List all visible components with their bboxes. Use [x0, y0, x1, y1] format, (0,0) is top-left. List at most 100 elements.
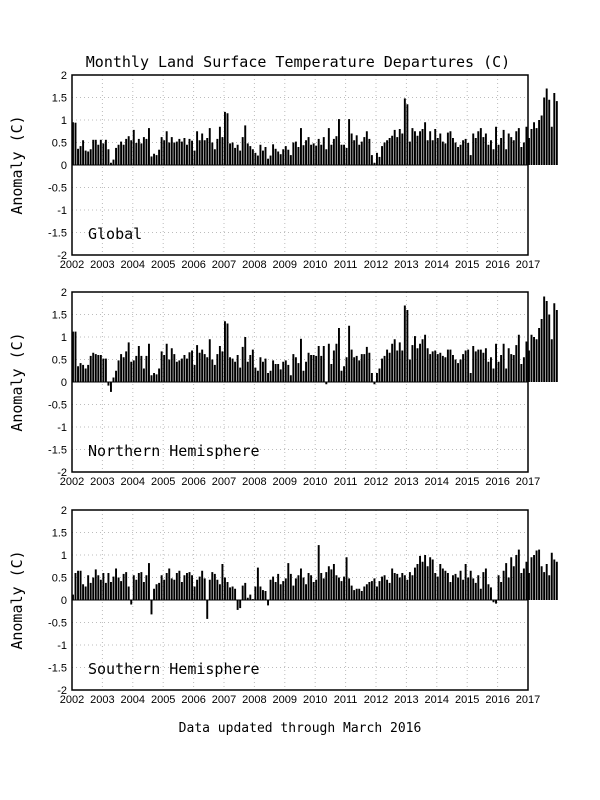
bar — [104, 139, 107, 165]
y-tick-label: 1.5 — [52, 528, 67, 540]
bar — [208, 339, 211, 382]
bar — [540, 566, 543, 600]
bar — [180, 141, 183, 165]
bar — [386, 349, 389, 382]
bar — [282, 581, 285, 600]
bar — [158, 149, 161, 165]
bar — [239, 600, 242, 609]
y-tick-label: -2 — [57, 685, 67, 697]
bar — [180, 582, 183, 600]
bar — [246, 597, 249, 600]
bar — [431, 351, 434, 382]
bar — [234, 147, 237, 165]
bar — [148, 563, 150, 600]
bar — [315, 579, 318, 600]
bar — [490, 357, 492, 382]
bar — [259, 586, 262, 600]
bar — [403, 98, 406, 165]
bar — [439, 352, 442, 382]
bar — [206, 600, 209, 619]
bar — [479, 349, 482, 382]
bar — [277, 151, 280, 165]
bar — [317, 545, 320, 600]
bar — [310, 355, 313, 382]
bar — [510, 354, 513, 382]
bar — [284, 146, 287, 165]
bar — [307, 573, 310, 600]
bar — [370, 373, 373, 382]
bar — [221, 564, 224, 600]
bar — [403, 305, 406, 382]
bar — [484, 133, 487, 165]
bar — [282, 149, 285, 165]
bar — [449, 582, 452, 600]
x-tick-label: 2009 — [273, 259, 297, 271]
bar — [414, 567, 416, 600]
bar — [269, 579, 272, 600]
bar — [287, 149, 290, 165]
bar — [145, 355, 148, 382]
x-tick-label: 2006 — [181, 259, 205, 271]
bar — [528, 350, 530, 382]
x-tick-label: 2010 — [303, 476, 327, 488]
bar — [153, 153, 155, 165]
bar — [226, 113, 229, 165]
x-tick-label: 2013 — [394, 694, 418, 706]
bar — [335, 343, 338, 382]
bar — [89, 355, 92, 382]
bar — [218, 584, 221, 600]
bar — [112, 377, 115, 382]
bar — [467, 577, 470, 600]
bar — [444, 570, 447, 600]
bar — [110, 162, 112, 165]
bar — [502, 129, 505, 165]
bar — [251, 349, 254, 382]
bar — [168, 359, 171, 382]
bar — [464, 138, 467, 165]
bar — [244, 337, 247, 382]
bar — [403, 575, 406, 600]
bar — [153, 373, 155, 382]
bar — [196, 131, 199, 165]
bar — [426, 566, 429, 600]
bar — [446, 349, 449, 382]
bar — [122, 357, 125, 382]
bar — [355, 135, 358, 165]
bar — [297, 363, 300, 382]
plot-frame — [71, 291, 529, 473]
bar — [520, 573, 523, 600]
bar — [264, 147, 267, 165]
bar — [256, 567, 259, 600]
bar — [360, 591, 363, 600]
bar — [84, 150, 87, 165]
bar — [355, 588, 358, 600]
bar — [495, 126, 497, 165]
bar — [297, 147, 300, 165]
bar — [183, 138, 186, 165]
y-tick-label: 2 — [61, 287, 67, 299]
bar — [459, 570, 462, 600]
bar — [555, 561, 558, 600]
bar — [302, 370, 305, 382]
bar — [538, 120, 541, 165]
bar — [350, 585, 353, 600]
bar — [249, 146, 252, 165]
bar — [267, 158, 269, 165]
bar — [484, 348, 487, 382]
bar — [196, 579, 199, 600]
x-tick-label: 2007 — [212, 476, 236, 488]
bar — [393, 129, 396, 165]
x-tick-label: 2009 — [273, 694, 297, 706]
bar — [378, 368, 381, 382]
y-tick-label: 1 — [61, 115, 67, 127]
bar — [163, 140, 166, 165]
bar — [538, 549, 541, 600]
bar — [104, 582, 107, 600]
y-tick-label: -1 — [57, 422, 67, 434]
x-tick-label: 2015 — [455, 259, 479, 271]
bar — [186, 358, 188, 382]
bar — [386, 140, 389, 165]
bar — [272, 360, 275, 382]
bar — [340, 581, 343, 600]
bar — [120, 141, 123, 165]
